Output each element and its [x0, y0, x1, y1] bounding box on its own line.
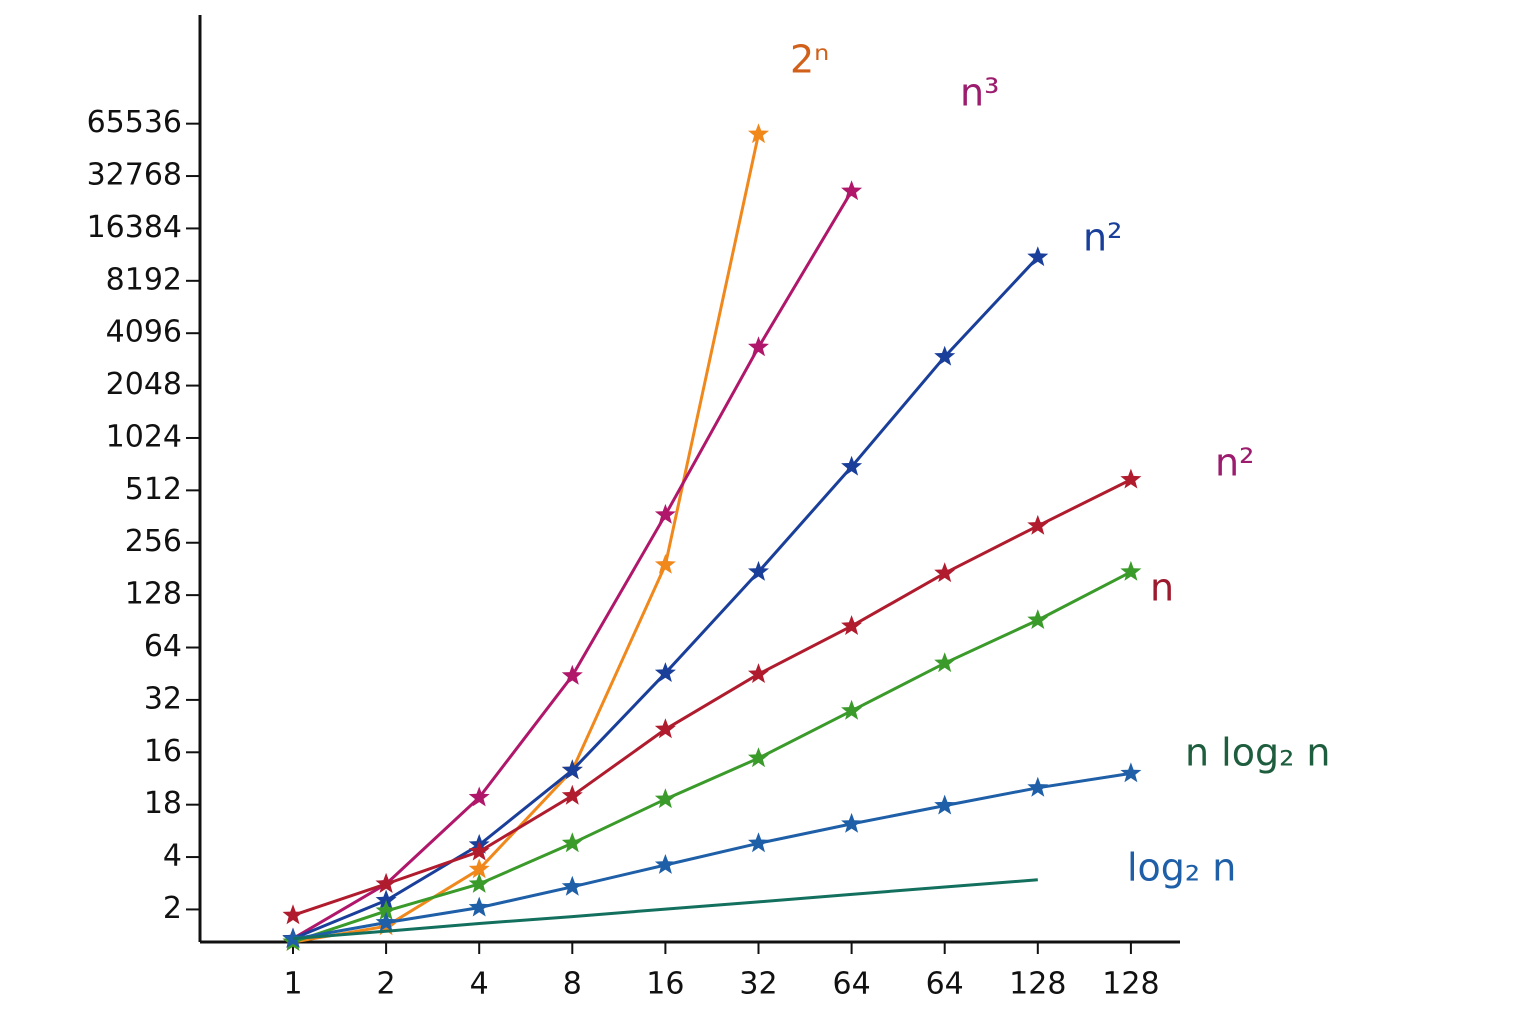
series-line — [292, 771, 1132, 941]
y-tick-label: 64 — [144, 629, 182, 664]
y-tick-label: 256 — [125, 524, 182, 559]
y-tick-label: 16384 — [87, 210, 182, 245]
star-marker — [468, 873, 490, 893]
star-marker — [561, 832, 583, 853]
star-marker — [841, 180, 863, 201]
star-marker — [1027, 514, 1049, 535]
series-label: n² — [1215, 441, 1254, 485]
series-label: 2ⁿ — [790, 38, 829, 82]
y-tick-label: 1024 — [106, 419, 182, 454]
x-tick-label: 128 — [1102, 967, 1159, 1002]
star-marker — [934, 345, 956, 366]
star-marker — [748, 336, 769, 357]
star-marker — [748, 832, 769, 853]
y-tick-label: 2048 — [106, 367, 182, 402]
star-marker — [468, 896, 490, 917]
y-tick-label: 18 — [144, 786, 182, 821]
star-marker — [748, 123, 769, 144]
star-marker — [748, 747, 769, 768]
x-tick-label: 64 — [926, 967, 964, 1002]
y-tick-label: 32768 — [87, 158, 182, 193]
star-marker — [934, 794, 956, 815]
star-marker — [1027, 609, 1049, 629]
star-marker — [1120, 560, 1142, 581]
x-tick-label: 64 — [833, 967, 871, 1002]
x-tick-label: 4 — [470, 967, 489, 1002]
y-tick-label: 4 — [163, 839, 182, 874]
y-tick-label: 2 — [163, 891, 182, 926]
star-marker — [654, 503, 676, 524]
star-marker — [561, 759, 583, 780]
y-tick-label: 16 — [144, 734, 182, 769]
star-marker — [375, 900, 397, 920]
x-tick-label: 8 — [563, 967, 582, 1002]
star-marker — [841, 699, 863, 720]
x-tick-label: 2 — [377, 967, 396, 1002]
star-marker — [1027, 776, 1049, 797]
star-marker — [1027, 246, 1049, 267]
x-tick-label: 32 — [739, 967, 777, 1002]
star-marker — [841, 455, 863, 476]
star-marker — [375, 889, 397, 910]
star-marker — [468, 840, 490, 861]
series-line — [292, 133, 760, 944]
series-label: n log₂ n — [1185, 731, 1331, 775]
x-tick-label: 128 — [1009, 967, 1066, 1002]
star-marker — [748, 560, 769, 581]
series-line — [292, 256, 1039, 940]
star-marker — [375, 873, 397, 893]
y-tick-label: 8192 — [106, 262, 182, 297]
star-marker — [748, 663, 769, 683]
series-label: n² — [1083, 216, 1122, 260]
series-line — [292, 878, 1038, 941]
y-tick-label: 128 — [125, 577, 182, 612]
star-marker — [654, 553, 676, 574]
series-label: n — [1150, 566, 1174, 610]
star-marker — [561, 875, 583, 896]
star-marker — [1120, 468, 1142, 489]
x-tick-label: 16 — [646, 967, 684, 1002]
star-marker — [561, 784, 583, 805]
y-tick-label: 65536 — [87, 105, 182, 140]
y-tick-label: 32 — [144, 681, 182, 716]
star-marker — [561, 664, 583, 685]
y-tick-label: 512 — [125, 472, 182, 507]
star-marker — [375, 911, 397, 932]
star-marker — [282, 904, 304, 925]
x-tick-label: 1 — [283, 967, 302, 1002]
star-marker — [468, 858, 490, 879]
star-marker — [1120, 762, 1142, 783]
star-marker — [654, 788, 676, 809]
y-tick-label: 4096 — [106, 315, 182, 350]
star-marker — [654, 662, 676, 682]
series-line — [292, 190, 853, 940]
series-label: n³ — [960, 71, 999, 115]
star-marker — [841, 812, 863, 833]
star-marker — [654, 854, 676, 874]
series-line — [292, 570, 1132, 944]
star-marker — [841, 615, 863, 635]
series-label: log₂ n — [1127, 846, 1236, 890]
star-marker — [934, 652, 956, 673]
star-marker — [654, 718, 676, 739]
series-line — [292, 478, 1132, 917]
star-marker — [934, 562, 956, 583]
star-marker — [468, 786, 490, 807]
